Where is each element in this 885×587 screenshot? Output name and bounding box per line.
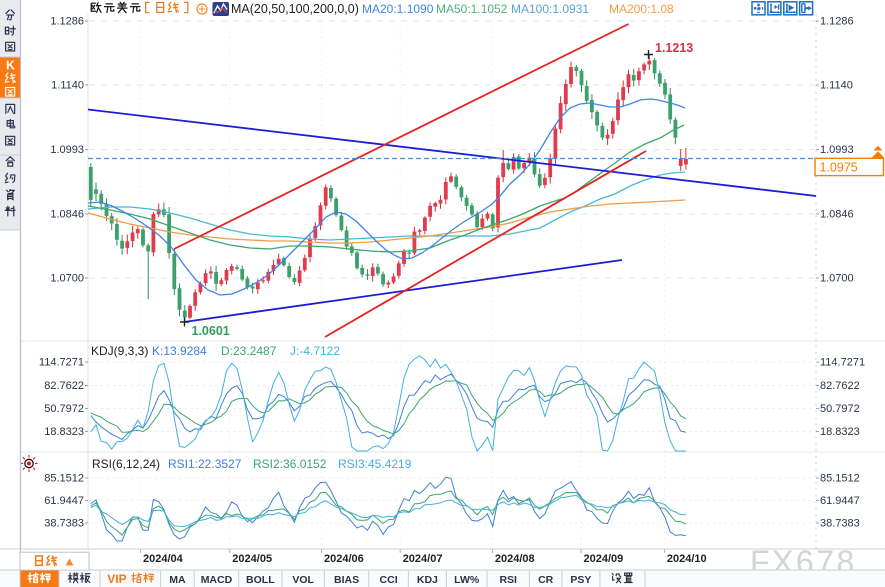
svg-text:82.7622: 82.7622 (44, 380, 84, 392)
svg-text:J:-4.7122: J:-4.7122 (290, 344, 340, 358)
svg-text:82.7622: 82.7622 (820, 380, 860, 392)
svg-text:CCI: CCI (380, 574, 398, 586)
svg-text:18.8323: 18.8323 (820, 426, 860, 438)
svg-text:1.0975: 1.0975 (820, 161, 858, 175)
svg-text:1.1140: 1.1140 (820, 80, 853, 92)
svg-text:1.0700: 1.0700 (50, 273, 84, 285)
svg-text:K: K (6, 59, 15, 73)
svg-text:MA: MA (169, 574, 186, 586)
svg-text:RSI2:36.0152: RSI2:36.0152 (253, 457, 327, 471)
svg-text:MACD: MACD (201, 574, 233, 586)
svg-text:1.0993: 1.0993 (820, 144, 854, 156)
svg-text:VOL: VOL (292, 574, 314, 586)
svg-text:50.7972: 50.7972 (820, 403, 860, 415)
svg-text:1.0993: 1.0993 (50, 144, 84, 156)
svg-text:61.9447: 61.9447 (44, 495, 84, 507)
svg-text:1.1140: 1.1140 (51, 80, 84, 92)
svg-text:114.7271: 114.7271 (39, 357, 84, 369)
svg-text:PSY: PSY (570, 574, 591, 586)
svg-text:KDJ: KDJ (417, 574, 438, 586)
svg-text:2024/07: 2024/07 (403, 553, 443, 565)
svg-text:MA50:1.1052: MA50:1.1052 (436, 2, 508, 16)
svg-text:2024/08: 2024/08 (495, 553, 535, 565)
svg-text:2024/04: 2024/04 (143, 553, 184, 565)
svg-text:RSI1:22.3527: RSI1:22.3527 (168, 457, 242, 471)
svg-text:K:13.9284: K:13.9284 (152, 344, 207, 358)
svg-text:KDJ(9,3,3): KDJ(9,3,3) (91, 344, 148, 358)
svg-text:MA20:1.1090: MA20:1.1090 (362, 2, 434, 16)
svg-text:61.9447: 61.9447 (820, 495, 860, 507)
svg-text:CR: CR (538, 574, 554, 586)
svg-text:85.1512: 85.1512 (44, 473, 84, 485)
svg-text:RSI: RSI (499, 574, 517, 586)
svg-text:BIAS: BIAS (334, 574, 359, 586)
svg-text:VIP: VIP (107, 572, 126, 586)
svg-text:MA200:1.08: MA200:1.08 (609, 2, 674, 16)
svg-text:LW%: LW% (454, 574, 480, 586)
svg-text:2024/05: 2024/05 (232, 553, 272, 565)
svg-text:2024/06: 2024/06 (324, 553, 364, 565)
svg-text:1.0601: 1.0601 (192, 324, 230, 338)
svg-text:1.0846: 1.0846 (50, 209, 84, 221)
svg-text:1.1286: 1.1286 (50, 16, 84, 28)
svg-text:38.7383: 38.7383 (44, 518, 84, 530)
svg-text:D:23.2487: D:23.2487 (221, 344, 277, 358)
svg-text:BOLL: BOLL (246, 574, 275, 586)
svg-text:MA100:1.0931: MA100:1.0931 (511, 2, 589, 16)
svg-text:MA(20,50,100,200,0,0): MA(20,50,100,200,0,0) (231, 2, 359, 16)
svg-text:2024/10: 2024/10 (667, 553, 707, 565)
svg-text:1.1286: 1.1286 (820, 16, 854, 28)
svg-text:114.7271: 114.7271 (820, 357, 865, 369)
svg-text:85.1512: 85.1512 (820, 473, 860, 485)
svg-text:2024/09: 2024/09 (584, 553, 624, 565)
svg-text:38.7383: 38.7383 (820, 518, 860, 530)
svg-text:18.8323: 18.8323 (44, 426, 84, 438)
svg-text:1.1213: 1.1213 (655, 41, 693, 55)
svg-text:RSI3:45.4219: RSI3:45.4219 (338, 457, 412, 471)
svg-text:RSI(6,12,24): RSI(6,12,24) (92, 457, 160, 471)
svg-text:1.0846: 1.0846 (820, 209, 854, 221)
svg-text:1.0700: 1.0700 (820, 273, 854, 285)
svg-text:50.7972: 50.7972 (44, 403, 84, 415)
